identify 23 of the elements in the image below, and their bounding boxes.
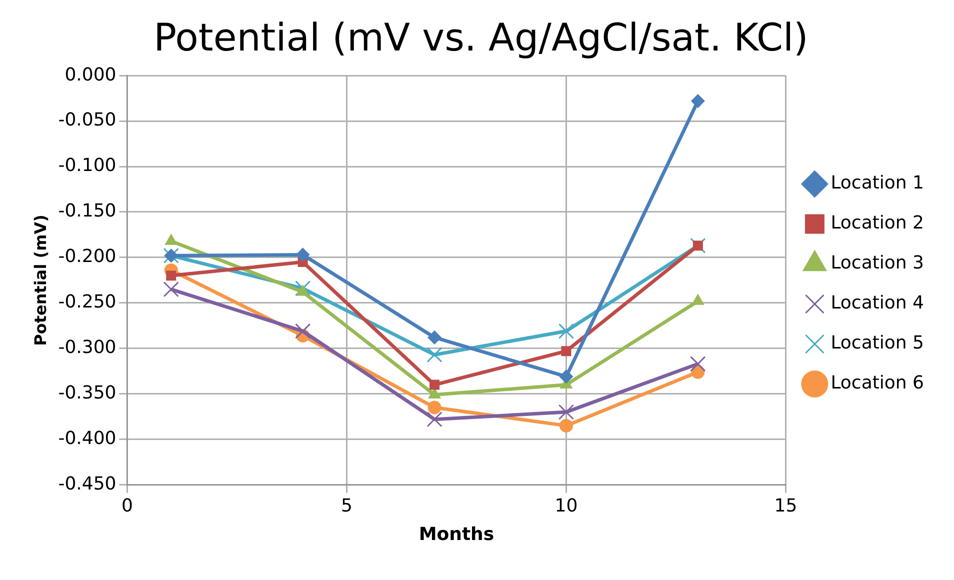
legend-label: Location 6	[830, 372, 924, 394]
y-tick-label: -0.450	[58, 473, 116, 494]
x-axis-title: Months	[418, 524, 494, 545]
y-axis-title: Potential (mV)	[30, 214, 50, 346]
legend-label: Location 3	[830, 252, 924, 274]
x-tick-label: 0	[122, 495, 133, 516]
y-tick-label: -0.350	[58, 382, 116, 404]
legend-label: Location 2	[830, 212, 924, 234]
x-tick-label: 10	[554, 495, 578, 516]
x-tick-label: 15	[774, 495, 798, 516]
legend-label: Location 1	[830, 172, 924, 194]
legend-label: Location 4	[830, 292, 924, 314]
y-tick-label: -0.200	[58, 246, 116, 268]
y-tick-label: -0.400	[58, 428, 116, 450]
y-tick-label: -0.150	[58, 200, 116, 222]
chart-title: Potential (mV vs. Ag/AgCl/sat. KCl)	[154, 16, 808, 60]
y-tick-label: 0.000	[64, 64, 116, 86]
y-tick-label: -0.100	[58, 155, 116, 176]
y-tick-label: -0.300	[58, 337, 116, 358]
legend-label: Location 5	[830, 332, 924, 354]
x-tick-label: 5	[340, 495, 352, 516]
y-tick-label: -0.050	[58, 110, 116, 131]
y-tick-label: -0.250	[58, 292, 116, 313]
